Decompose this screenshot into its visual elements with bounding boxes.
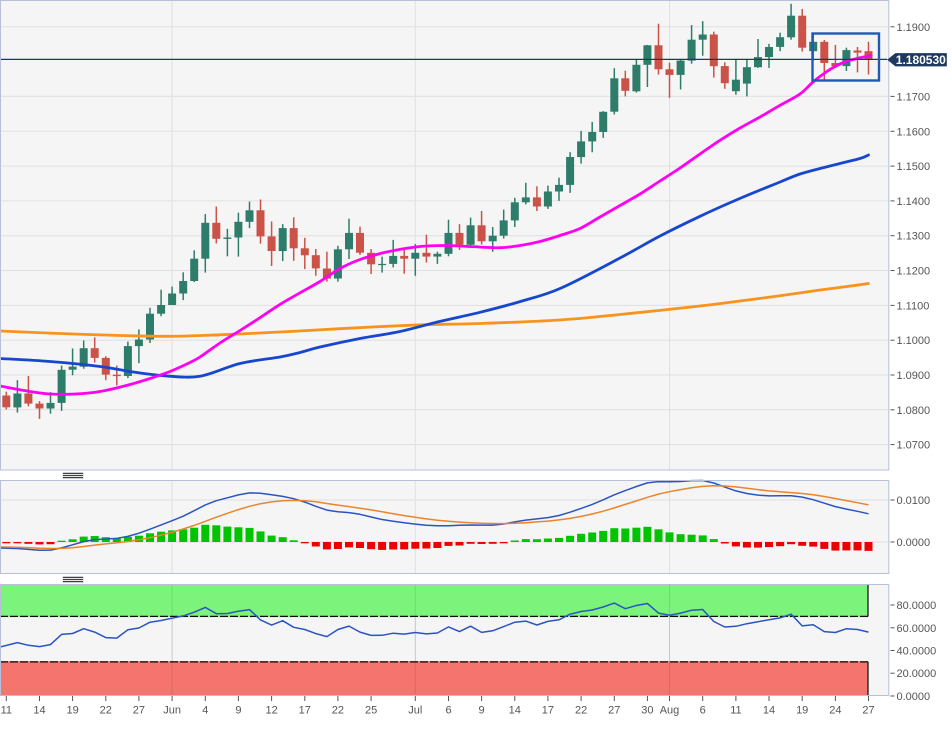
svg-text:12: 12 [265, 705, 277, 717]
svg-text:27: 27 [133, 705, 145, 717]
svg-text:40.0000: 40.0000 [897, 646, 937, 658]
svg-text:22: 22 [332, 705, 344, 717]
svg-text:30: 30 [641, 705, 653, 717]
svg-text:4: 4 [202, 705, 208, 717]
svg-text:19: 19 [66, 705, 78, 717]
svg-text:Jul: Jul [408, 705, 422, 717]
svg-text:1.0800: 1.0800 [897, 405, 931, 417]
svg-text:Jun: Jun [163, 705, 181, 717]
svg-text:Aug: Aug [660, 705, 680, 717]
svg-text:9: 9 [235, 705, 241, 717]
svg-text:27: 27 [608, 705, 620, 717]
svg-text:17: 17 [299, 705, 311, 717]
svg-text:1.1300: 1.1300 [897, 231, 931, 243]
svg-text:14: 14 [509, 705, 521, 717]
svg-text:1.0900: 1.0900 [897, 370, 931, 382]
svg-text:9: 9 [479, 705, 485, 717]
svg-text:20.0000: 20.0000 [897, 668, 937, 680]
svg-text:1.1700: 1.1700 [897, 91, 931, 103]
svg-text:14: 14 [33, 705, 45, 717]
svg-text:1.1900: 1.1900 [897, 22, 931, 34]
svg-text:1.180530: 1.180530 [896, 53, 946, 67]
svg-text:1.0700: 1.0700 [897, 440, 931, 452]
svg-text:60.0000: 60.0000 [897, 623, 937, 635]
svg-text:25: 25 [365, 705, 377, 717]
svg-text:17: 17 [542, 705, 554, 717]
svg-text:27: 27 [862, 705, 874, 717]
svg-text:80.0000: 80.0000 [897, 600, 937, 612]
svg-text:1.1400: 1.1400 [897, 196, 931, 208]
svg-text:19: 19 [796, 705, 808, 717]
svg-text:22: 22 [100, 705, 112, 717]
svg-text:0.0100: 0.0100 [897, 495, 931, 507]
svg-text:1.1200: 1.1200 [897, 266, 931, 278]
svg-text:22: 22 [575, 705, 587, 717]
svg-text:1.1500: 1.1500 [897, 161, 931, 173]
svg-text:1.1600: 1.1600 [897, 126, 931, 138]
svg-text:1.1000: 1.1000 [897, 335, 931, 347]
svg-text:11: 11 [1, 705, 12, 717]
svg-text:0.0000: 0.0000 [897, 691, 931, 703]
svg-text:24: 24 [829, 705, 841, 717]
svg-text:6: 6 [700, 705, 706, 717]
svg-text:11: 11 [730, 705, 741, 717]
svg-text:14: 14 [763, 705, 775, 717]
svg-text:6: 6 [445, 705, 451, 717]
svg-text:1.1100: 1.1100 [897, 300, 930, 312]
svg-text:0.0000: 0.0000 [897, 537, 931, 549]
